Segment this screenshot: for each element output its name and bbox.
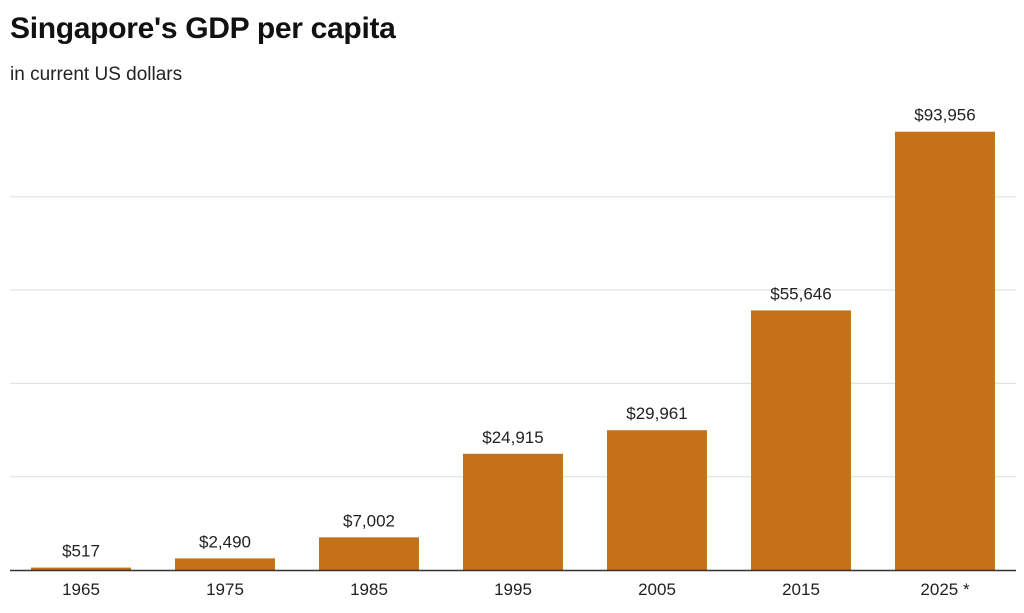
- data-label: $2,490: [199, 532, 251, 551]
- bar-1965: [31, 567, 131, 570]
- bar-layer: [31, 131, 995, 571]
- label-layer: $517 $2,490 $7,002 $24,915 $29,961 $55,646 $93…: [62, 106, 976, 561]
- x-tick-label: 2015: [782, 580, 820, 599]
- x-tick-label: 1975: [206, 580, 244, 599]
- data-label: $29,961: [626, 404, 687, 423]
- tick-layer: 1965 1975 1985 1995 2005 2015 2025 *: [62, 580, 970, 599]
- bar-1995: [463, 453, 563, 570]
- x-tick-label: 2025 *: [920, 580, 970, 599]
- x-tick-label: 2005: [638, 580, 676, 599]
- data-label: $24,915: [482, 428, 543, 447]
- x-tick-label: 1985: [350, 580, 388, 599]
- bar-2015: [751, 310, 851, 570]
- x-tick-label: 1965: [62, 580, 100, 599]
- bar-1975: [175, 558, 275, 570]
- data-label: $55,646: [770, 284, 831, 303]
- data-label: $517: [62, 542, 100, 561]
- chart-subtitle: in current US dollars: [10, 64, 183, 85]
- chart-title: Singapore's GDP per capita: [10, 12, 396, 45]
- data-label: $93,956: [914, 106, 975, 125]
- bar-1985: [319, 537, 419, 570]
- x-tick-label: 1995: [494, 580, 532, 599]
- bar-2005: [607, 430, 707, 570]
- data-label: $7,002: [343, 511, 395, 530]
- bar-2025: [895, 131, 995, 571]
